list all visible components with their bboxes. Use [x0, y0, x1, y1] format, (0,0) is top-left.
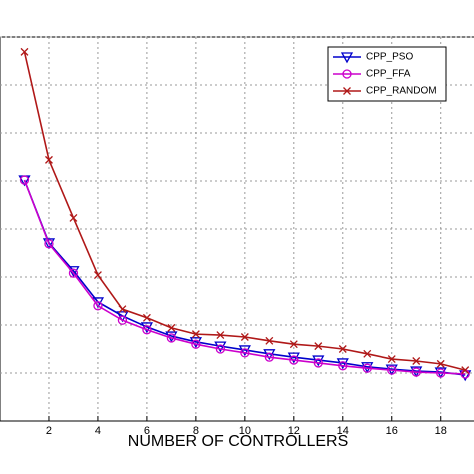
marker — [240, 348, 250, 358]
marker — [45, 155, 53, 164]
legend-label: CPP_FFA — [366, 69, 411, 80]
marker — [19, 175, 30, 185]
x-tick-label: 10 — [239, 425, 251, 437]
legend-marker — [343, 87, 351, 95]
marker — [215, 344, 226, 354]
x-tick-label: 8 — [193, 425, 199, 437]
x-tick-label: 4 — [95, 425, 101, 437]
x-tick-label: 16 — [386, 425, 398, 437]
marker — [387, 365, 397, 375]
marker — [287, 352, 300, 364]
marker — [387, 355, 396, 364]
marker — [20, 47, 29, 56]
legend-marker — [340, 52, 354, 64]
marker — [238, 345, 251, 357]
marker — [191, 339, 201, 349]
marker — [42, 238, 56, 250]
marker — [142, 313, 151, 322]
x-tick-label: 6 — [144, 425, 150, 437]
marker — [289, 355, 299, 365]
marker — [93, 301, 103, 311]
marker — [338, 361, 348, 371]
x-tick-label: 14 — [337, 425, 349, 437]
marker — [338, 345, 347, 353]
x-tick-label: 12 — [288, 425, 300, 437]
marker — [118, 305, 127, 314]
marker — [240, 333, 249, 341]
marker — [142, 325, 152, 335]
marker — [44, 239, 54, 249]
marker — [461, 366, 470, 375]
marker — [336, 358, 349, 370]
marker — [314, 342, 323, 351]
marker — [264, 352, 274, 362]
series-line — [23, 179, 466, 375]
marker — [289, 340, 298, 349]
marker — [140, 322, 154, 334]
marker — [214, 341, 227, 353]
legend-label: CPP_RANDOM — [366, 86, 437, 97]
marker — [436, 368, 446, 378]
marker — [216, 331, 225, 340]
marker — [189, 337, 202, 349]
marker — [265, 336, 274, 345]
x-tick-label: 2 — [46, 425, 52, 437]
marker — [117, 315, 128, 325]
marker — [412, 357, 421, 365]
marker — [363, 349, 372, 358]
marker — [191, 330, 200, 339]
marker — [166, 333, 177, 343]
marker — [362, 363, 372, 373]
marker — [93, 271, 102, 280]
x-tick-label: 18 — [435, 425, 447, 437]
marker — [68, 268, 79, 278]
x-axis-label: NUMBER OF CONTROLLERS — [128, 433, 348, 450]
legend-label: CPP_PSO — [366, 52, 413, 63]
marker — [167, 323, 176, 332]
marker — [313, 358, 323, 368]
marker — [436, 359, 445, 368]
legend-marker — [342, 69, 352, 79]
marker — [69, 214, 78, 222]
marker — [411, 367, 421, 377]
marker — [312, 355, 325, 367]
